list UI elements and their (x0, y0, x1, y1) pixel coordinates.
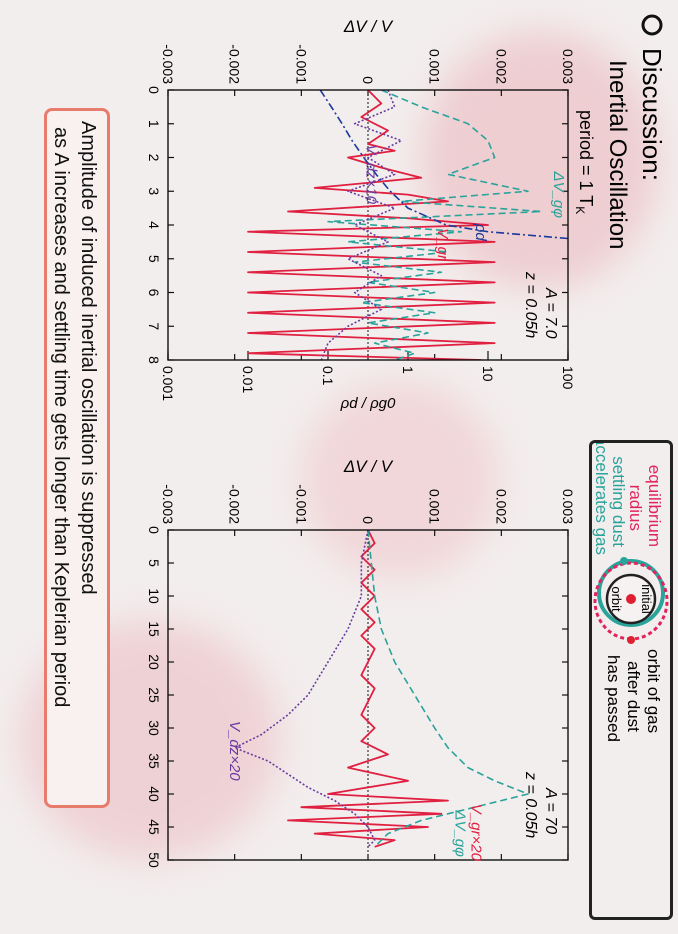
legend-dust-line1: settling dust (609, 456, 628, 547)
series-label: V_gr (434, 228, 451, 261)
x-tick-label: 25 (146, 687, 162, 703)
x-tick-label: 3 (146, 187, 162, 195)
series-label: V_dz×20 (226, 721, 243, 781)
conclusion-line2: as A increases and settling time gets lo… (50, 127, 72, 708)
y2-tick-label: 100 (560, 366, 576, 390)
dust-particle-icon (627, 636, 635, 644)
x-tick-label: 10 (146, 588, 162, 604)
orbit-label-orbit: orbit (609, 586, 624, 612)
conclusion-line1: Amplitude of induced inertial oscillatio… (77, 121, 99, 595)
x-tick-label: 15 (146, 621, 162, 637)
series-label: V_dz×10 (363, 144, 380, 204)
y-tick-label: -0.002 (227, 484, 243, 524)
x-tick-label: 0 (146, 526, 162, 534)
x-tick-label: 50 (146, 852, 162, 868)
x-tick-label: 5 (146, 559, 162, 567)
x-tick-label: 30 (146, 720, 162, 736)
y-axis-label: ΔV / V (343, 17, 394, 36)
x-tick-label: 35 (146, 753, 162, 769)
annotation-z: z = 0.05h (522, 771, 539, 838)
y-tick-label: 0.001 (427, 489, 443, 524)
series-line (320, 90, 403, 360)
legend-gas-orbit-line3: has passed (604, 655, 623, 742)
plot-frame (167, 89, 569, 361)
x-tick-label: 7 (146, 322, 162, 330)
x-tick-label: 20 (146, 654, 162, 670)
annotation-a: A = 70 (542, 787, 559, 834)
conclusion-box: Amplitude of induced inertial oscillatio… (44, 108, 110, 808)
series-label: ρd (472, 223, 489, 242)
y2-axis-label: ρd / ρg0 (340, 395, 396, 412)
heading-period: period = 1 TK (573, 110, 596, 214)
orbit-label-initial: initial (639, 584, 654, 614)
x-tick-label: 5 (146, 255, 162, 263)
y-tick-label: -0.003 (160, 44, 176, 84)
heading-subtitle: Inertial Oscillation (604, 60, 631, 249)
legend-box: equilibrium radius settling dust acceler… (589, 440, 673, 920)
orbit-gas-ring (597, 559, 665, 627)
legend-gas-orbit-line2: after dust (624, 661, 643, 732)
series-label: V_gr×20 (467, 804, 484, 862)
y-tick-label: -0.001 (293, 44, 309, 84)
x-tick-label: 8 (146, 356, 162, 364)
chart-right: -0.003 -0.002 -0.001 0 0.001 0.002 0.003 0 5 10 15… (138, 457, 576, 868)
y-tick-label: 0.002 (493, 49, 509, 84)
y-tick-label: 0.003 (560, 489, 576, 524)
x-tick-label: 0 (146, 86, 162, 94)
y-tick-label: 0.002 (493, 489, 509, 524)
y-axis-label: ΔV / V (343, 457, 394, 476)
y2-tick-label: 1 (400, 366, 416, 374)
y2-tick-label: 0.01 (240, 366, 256, 393)
y2-tick-label: 0.001 (160, 366, 176, 401)
x-tick-label: 2 (146, 154, 162, 162)
x-tick-label: 45 (146, 819, 162, 835)
x-tick-label: 1 (146, 120, 162, 128)
paper-stain (300, 380, 500, 580)
y2-tick-label: 10 (480, 366, 496, 382)
annotation-a: A = 7.0 (542, 287, 559, 339)
y-tick-label: 0 (360, 76, 376, 84)
bullet-icon (641, 14, 663, 36)
series-label: ΔV_gφ (550, 171, 567, 219)
y-tick-label: 0.001 (427, 49, 443, 84)
x-tick-label: 4 (146, 221, 162, 229)
dust-star-icon (626, 594, 636, 604)
legend-dust-line2: accelerates gas (592, 443, 611, 555)
series-line (367, 530, 529, 848)
heading-title: Discussion: (637, 48, 667, 181)
y-tick-label: -0.003 (160, 484, 176, 524)
x-axis-label: t / T (138, 210, 141, 241)
y-tick-label: -0.002 (227, 44, 243, 84)
legend-equilibrium-line1: equilibrium (645, 465, 664, 547)
y2-tick-label: 0.1 (320, 366, 336, 386)
series-line (233, 530, 376, 848)
x-tick-label: 6 (146, 289, 162, 297)
annotation-z: z = 0.05h (522, 271, 539, 338)
series-label: ΔV_gφ (451, 809, 468, 857)
paper-stain (420, 30, 660, 290)
legend-equilibrium-line2: radius (626, 485, 645, 531)
chart-left: -0.003 -0.002 -0.001 0 0.001 0.002 0.003 0 1 2 3 4 5… (138, 17, 576, 412)
x-tick-label: 40 (146, 786, 162, 802)
series-line (327, 90, 543, 360)
y-tick-label: -0.001 (293, 484, 309, 524)
plot-frame (167, 529, 569, 861)
series-line (287, 530, 449, 848)
orbit-diagram: initial orbit (593, 557, 669, 644)
x-axis-label: t / T (138, 680, 141, 711)
series-line (319, 90, 568, 240)
heading: Discussion: Inertial Oscillation period … (573, 14, 667, 249)
legend-gas-orbit-line1: orbit of gas (644, 649, 663, 733)
y-tick-label: 0 (360, 516, 376, 524)
y-tick-label: 0.003 (560, 49, 576, 84)
gas-particle-icon (620, 557, 628, 565)
